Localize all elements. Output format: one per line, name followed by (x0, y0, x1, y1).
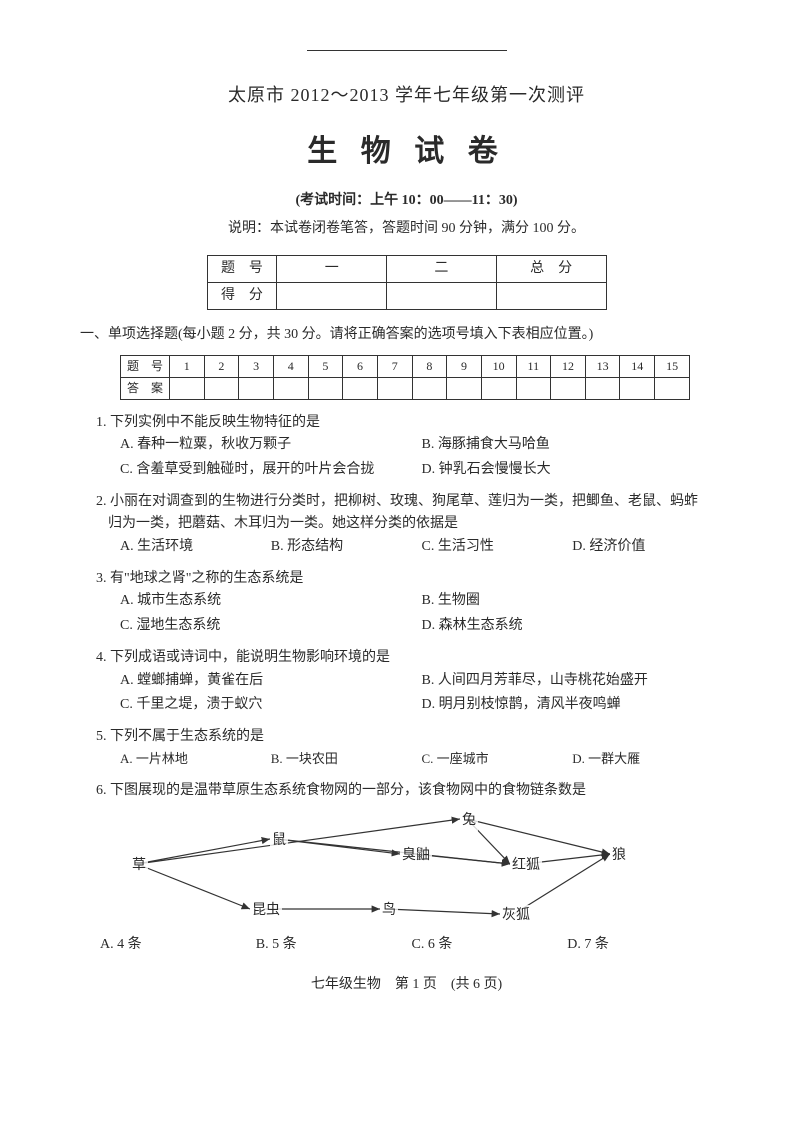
web-node-rabbit: 兔 (460, 810, 478, 832)
question-5: 5. 下列不属于生态系统的是 A. 一片林地 B. 一块农田 C. 一座城市 D… (90, 726, 723, 771)
q3-opt-d: D. 森林生态系统 (422, 615, 724, 637)
q2-opt-a: A. 生活环境 (120, 536, 271, 558)
q4-opt-d: D. 明月别枝惊鹊，清风半夜鸣蝉 (422, 694, 724, 716)
q4-opt-b: B. 人间四月芳菲尽，山寺桃花始盛开 (422, 670, 724, 692)
q2-opt-b: B. 形态结构 (271, 536, 422, 558)
web-node-bird: 鸟 (380, 900, 398, 922)
exam-header: 太原市 2012～2013 学年七年级第一次测评 (90, 81, 723, 110)
web-node-grass: 草 (130, 855, 148, 877)
score-col: 一 (277, 255, 387, 282)
food-web-diagram: 草 鼠 兔昆虫 鸟 臭鼬 红狐灰狐 狼 (130, 810, 650, 930)
web-node-grayfox: 灰狐 (500, 905, 532, 927)
section-1-title: 一、单项选择题(每小题 2 分，共 30 分。请将正确答案的选项号填入下表相应位… (80, 324, 723, 346)
q5-text: 5. 下列不属于生态系统的是 (96, 726, 723, 748)
q4-opt-c: C. 千里之堤，溃于蚁穴 (120, 694, 422, 716)
web-node-weasel: 臭鼬 (400, 845, 432, 867)
q3-opt-b: B. 生物圈 (422, 590, 724, 612)
score-row-label: 题 号 (207, 255, 277, 282)
q1-opt-c: C. 含羞草受到触碰时，展开的叶片会合拢 (120, 459, 422, 481)
score-col: 总 分 (496, 255, 606, 282)
q6-opt-a: A. 4 条 (100, 934, 256, 956)
q6-opt-c: C. 6 条 (412, 934, 568, 956)
q6-opt-d: D. 7 条 (567, 934, 723, 956)
q2-text2: 归为一类，把蘑菇、木耳归为一类。她这样分类的依据是 (108, 513, 723, 535)
q4-opt-a: A. 螳螂捕蝉，黄雀在后 (120, 670, 422, 692)
q2-opt-d: D. 经济价值 (572, 536, 723, 558)
web-node-mouse: 鼠 (270, 830, 288, 852)
web-node-insect: 昆虫 (250, 900, 282, 922)
q1-opt-b: B. 海豚捕食大马哈鱼 (422, 434, 724, 456)
score-cell (496, 282, 606, 309)
question-6: 6. 下图展现的是温带草原生态系统食物网的一部分，该食物网中的食物链条数是 (90, 780, 723, 802)
q6-options: A. 4 条 B. 5 条 C. 6 条 D. 7 条 (100, 934, 723, 956)
q3-opt-a: A. 城市生态系统 (120, 590, 422, 612)
q1-text: 1. 下列实例中不能反映生物特征的是 (96, 412, 723, 434)
q1-opt-a: A. 春种一粒粟，秋收万颗子 (120, 434, 422, 456)
question-2: 2. 小丽在对调查到的生物进行分类时，把柳树、玫瑰、狗尾草、莲归为一类，把鲫鱼、… (90, 491, 723, 560)
answer-grid: 题 号 1 2 3 4 5 6 7 8 9 10 11 12 13 14 15 … (120, 355, 690, 400)
score-row-label: 得 分 (207, 282, 277, 309)
answer-grid-header: 题 号 1 2 3 4 5 6 7 8 9 10 11 12 13 14 15 (121, 355, 690, 377)
exam-title: 生 物 试 卷 (90, 128, 723, 176)
q2-text: 2. 小丽在对调查到的生物进行分类时，把柳树、玫瑰、狗尾草、莲归为一类，把鲫鱼、… (96, 491, 723, 513)
web-node-wolf: 狼 (610, 845, 628, 867)
question-1: 1. 下列实例中不能反映生物特征的是 A. 春种一粒粟，秋收万颗子 B. 海豚捕… (90, 412, 723, 483)
score-cell (387, 282, 497, 309)
top-divider (307, 50, 507, 51)
score-cell (277, 282, 387, 309)
q5-opt-b: B. 一块农田 (271, 749, 422, 770)
q6-text: 6. 下图展现的是温带草原生态系统食物网的一部分，该食物网中的食物链条数是 (96, 780, 723, 802)
exam-note: 说明：本试卷闭卷笔答，答题时间 90 分钟，满分 100 分。 (90, 218, 723, 240)
answer-grid-answers: 答 案 (121, 377, 690, 399)
q5-opt-d: D. 一群大雁 (572, 749, 723, 770)
question-3: 3. 有"地球之肾"之称的生态系统是 A. 城市生态系统 B. 生物圈 C. 湿… (90, 568, 723, 639)
q1-opt-d: D. 钟乳石会慢慢长大 (422, 459, 724, 481)
question-4: 4. 下列成语或诗词中，能说明生物影响环境的是 A. 螳螂捕蝉，黄雀在后 B. … (90, 647, 723, 718)
q2-opt-c: C. 生活习性 (422, 536, 573, 558)
exam-time: (考试时间：上午 10：00——11：30) (90, 190, 723, 212)
q3-text: 3. 有"地球之肾"之称的生态系统是 (96, 568, 723, 590)
score-table: 题 号 一 二 总 分 得 分 (207, 255, 607, 311)
page-footer: 七年级生物 第 1 页 (共 6 页) (90, 974, 723, 996)
q5-opt-a: A. 一片林地 (120, 749, 271, 770)
q5-opt-c: C. 一座城市 (422, 749, 573, 770)
q3-opt-c: C. 湿地生态系统 (120, 615, 422, 637)
q4-text: 4. 下列成语或诗词中，能说明生物影响环境的是 (96, 647, 723, 669)
web-node-redfox: 红狐 (510, 855, 542, 877)
q6-opt-b: B. 5 条 (256, 934, 412, 956)
score-col: 二 (387, 255, 497, 282)
